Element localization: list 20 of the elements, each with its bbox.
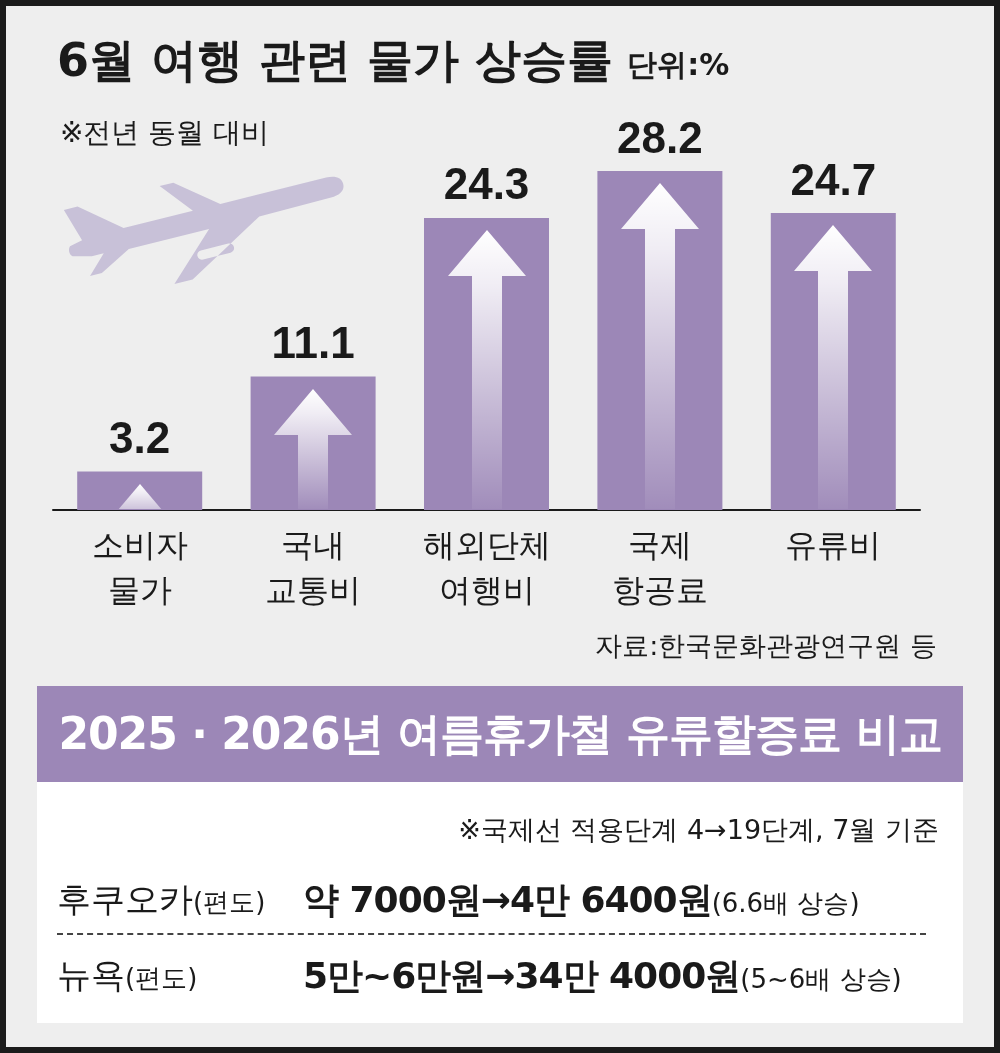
chart-subtitle: 단위:% bbox=[627, 46, 730, 82]
data-label: 28.2 bbox=[617, 112, 703, 162]
x-tick-label: 소비자 물가 bbox=[91, 525, 188, 609]
x-tick-label: 해외단체 여행비 bbox=[422, 525, 551, 609]
chart-title: 6월 여행 관련 물가 상승률 bbox=[57, 33, 614, 87]
category-label: 후쿠오카(편도) bbox=[57, 878, 267, 921]
text: ※국제선 적용단계 4→19단계, 7월 기준 bbox=[457, 813, 940, 847]
data-label: 24.7 bbox=[790, 154, 877, 204]
x-tick-label: 유류비 bbox=[785, 525, 882, 564]
text: 2025 · 2026년 여름휴가철 유류할증료 비교 bbox=[37, 686, 963, 782]
data-label: 24.3 bbox=[443, 159, 530, 209]
category-label: 뉴욕(편도) bbox=[57, 954, 199, 997]
text: ※전년 동월 대비 bbox=[60, 115, 270, 149]
data-label: 3.2 bbox=[109, 413, 171, 463]
text: 자료:한국문화관광연구원 등 bbox=[595, 630, 938, 661]
text: 5만~6만원→34만 4000원(5~6배 상승) bbox=[303, 954, 902, 996]
x-tick-label: 국제 항공료 bbox=[611, 525, 708, 609]
x-tick-label: 국내 교통비 bbox=[265, 525, 362, 609]
text: 약 7000원→4만 6400원(6.6배 상승) bbox=[303, 878, 860, 920]
data-label: 11.1 bbox=[271, 318, 355, 368]
